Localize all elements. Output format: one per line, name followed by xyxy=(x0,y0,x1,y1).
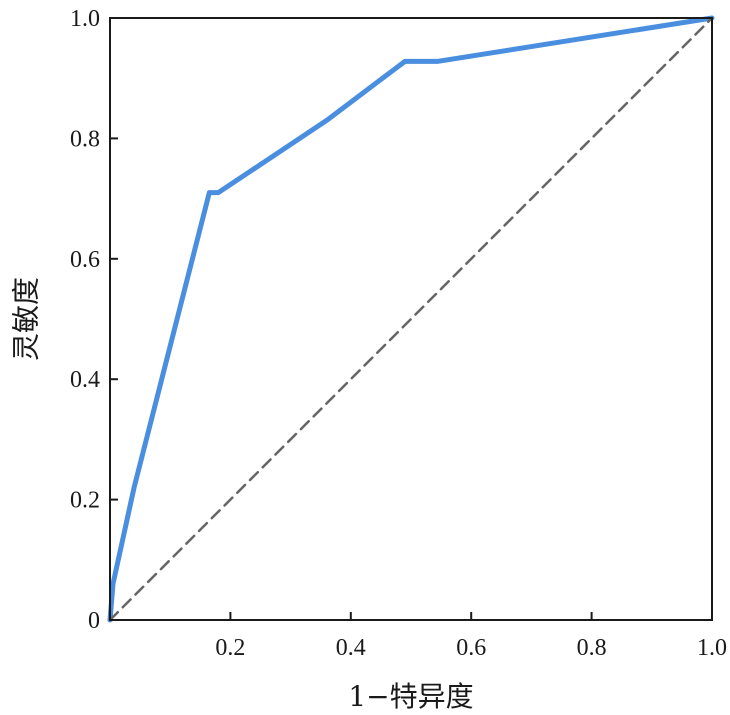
y-axis-label: 灵敏度 xyxy=(10,277,43,361)
y-tick-label: 0.2 xyxy=(70,488,100,514)
x-axis-label: 1−特异度 xyxy=(348,680,473,713)
axis-ticks: 0.2 0.4 0.6 0.8 1.0 0 0.2 0.4 0.6 0.8 1.0 xyxy=(70,6,727,661)
y-tick-label: 0.6 xyxy=(70,247,100,273)
x-tick-label: 1.0 xyxy=(697,635,727,661)
plot-frame xyxy=(109,17,713,621)
y-tick-label: 0.4 xyxy=(70,367,100,393)
reference-diagonal-line xyxy=(108,16,714,622)
plot-area xyxy=(107,15,715,623)
x-tick-label: 0.8 xyxy=(577,635,607,661)
y-tick-label: 1.0 xyxy=(70,6,100,32)
x-tick-label: 0.2 xyxy=(215,635,245,661)
x-tick-label: 0.6 xyxy=(456,635,486,661)
x-tick-label: 0.4 xyxy=(336,635,366,661)
y-tick-label: 0.8 xyxy=(70,126,100,152)
roc-curve-line xyxy=(107,15,715,623)
y-tick-label: 0 xyxy=(88,608,100,634)
